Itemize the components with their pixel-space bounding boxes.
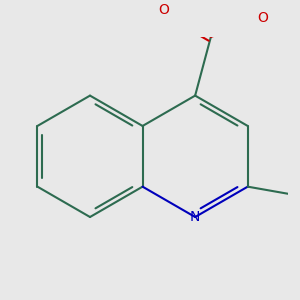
Text: O: O: [158, 3, 169, 17]
Text: O: O: [257, 11, 268, 25]
Text: N: N: [190, 210, 200, 224]
